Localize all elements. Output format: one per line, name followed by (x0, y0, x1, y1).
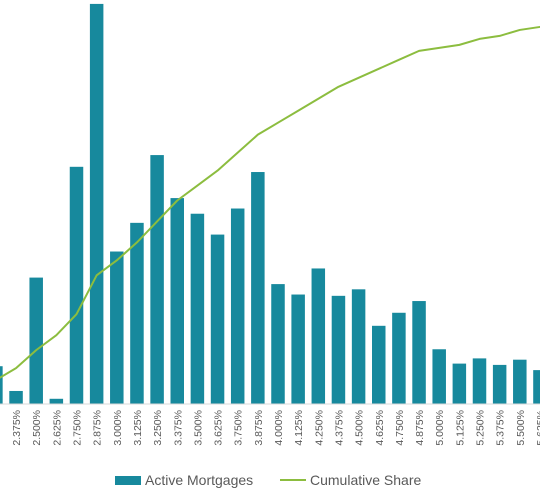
x-tick-label: 3.375% (172, 410, 184, 446)
bar-2.625% (49, 398, 64, 404)
bar-5.000% (432, 349, 446, 404)
x-tick-label: 4.625% (374, 410, 386, 446)
x-tick-label: 2.500% (31, 410, 43, 446)
bar-3.375% (170, 198, 184, 404)
x-tick-label: 3.625% (213, 410, 225, 446)
cumulative-share-line (0, 25, 540, 379)
x-tick-label: 3.875% (253, 410, 265, 446)
x-tick-label: 4.500% (354, 410, 366, 446)
bar-5.375% (492, 364, 507, 404)
x-tick-label: 2.875% (92, 410, 104, 446)
bar-4.125% (291, 294, 305, 404)
line-series (0, 25, 540, 379)
bar-2.750% (69, 166, 84, 404)
bar-3.625% (210, 234, 225, 404)
x-tick-label: 4.250% (313, 410, 325, 446)
x-tick-label: 4.875% (414, 410, 426, 446)
bar-5.625% (533, 370, 540, 404)
bar-5.250% (472, 358, 487, 404)
bar-3.250% (150, 155, 164, 404)
bar-4.250% (311, 268, 326, 404)
bar-2.375% (9, 390, 23, 404)
x-tick-label: 5.000% (434, 410, 446, 446)
bar-5.125% (452, 363, 467, 404)
bars-swatch-icon (115, 475, 141, 485)
x-tick-label: 4.750% (394, 410, 406, 446)
legend: Active Mortgages Cumulative Share (0, 470, 540, 490)
bar-2.250% (0, 366, 3, 404)
x-tick-labels: 2.125%2.250%2.375%2.500%2.625%2.750%2.87… (0, 410, 540, 446)
bar-4.750% (392, 312, 406, 404)
bar-2.500% (29, 277, 43, 404)
bar-3.750% (230, 208, 245, 404)
x-tick-label: 3.250% (152, 410, 164, 446)
x-tick-label: 4.375% (333, 410, 345, 446)
legend-bars-label: Active Mortgages (145, 472, 254, 488)
legend-line-label: Cumulative Share (310, 472, 422, 488)
x-tick-label: 3.000% (112, 410, 124, 446)
x-tick-label: 2.250% (0, 410, 3, 446)
bar-4.875% (412, 301, 426, 404)
bar-3.000% (110, 251, 124, 404)
x-tick-label: 2.750% (72, 410, 84, 446)
legend-item-bars: Active Mortgages (115, 470, 253, 490)
x-tick-label: 3.750% (233, 410, 245, 446)
x-tick-label: 5.250% (475, 410, 487, 446)
bar-4.500% (351, 289, 366, 404)
x-tick-label: 3.125% (132, 410, 144, 446)
bar-4.375% (331, 295, 346, 404)
x-tick-label: 5.375% (495, 410, 507, 446)
x-tick-label: 3.500% (192, 410, 204, 446)
line-swatch-icon (280, 479, 306, 481)
bar-3.875% (251, 172, 265, 404)
x-tick-label: 5.125% (454, 410, 466, 446)
bar-2.875% (89, 3, 104, 404)
x-tick-label: 5.625% (535, 410, 540, 446)
bar-4.000% (271, 284, 285, 404)
bar-5.500% (513, 359, 527, 404)
x-tick-label: 5.500% (515, 410, 527, 446)
bar-3.500% (190, 213, 205, 404)
x-tick-label: 2.375% (11, 410, 23, 446)
x-tick-label: 2.625% (51, 410, 63, 446)
bar-4.625% (372, 325, 386, 404)
bar-3.125% (130, 222, 144, 404)
legend-item-line: Cumulative Share (280, 470, 421, 490)
x-tick-label: 4.000% (273, 410, 285, 446)
bar-series (0, 3, 540, 404)
x-tick-label: 4.125% (293, 410, 305, 446)
